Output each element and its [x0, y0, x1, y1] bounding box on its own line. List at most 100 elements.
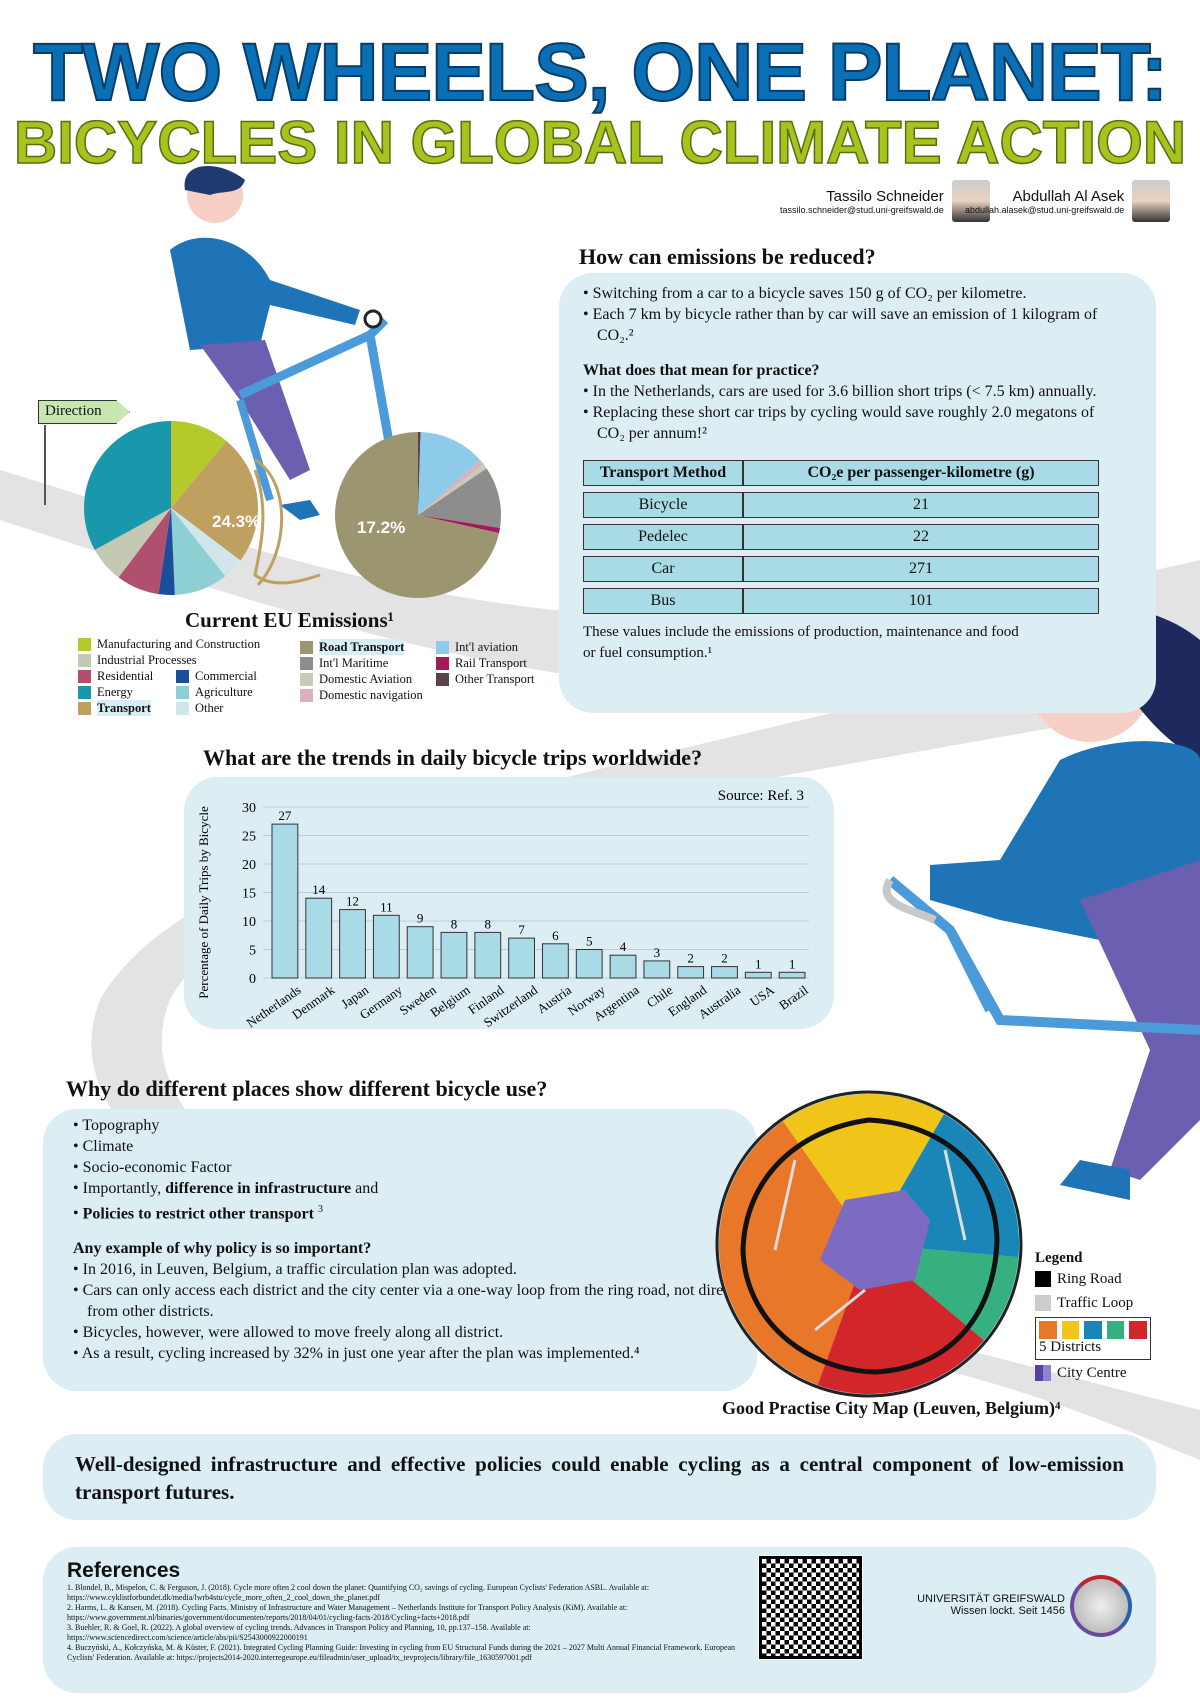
- left-pie-slice: [84, 421, 171, 550]
- table-row: Bus 101: [583, 588, 1099, 614]
- bar: [305, 897, 333, 979]
- bar: [339, 909, 366, 979]
- factor-item: Climate: [73, 1136, 737, 1157]
- districts-legend: 5 Districts: [1035, 1317, 1151, 1360]
- left-pie-slice: [171, 508, 241, 577]
- district-area: [719, 1121, 869, 1385]
- bar: [440, 931, 468, 979]
- reference-item: 1. Blondel, B., Mispelon, C. & Ferguson,…: [67, 1583, 650, 1602]
- university-name: UNIVERSITÄT GREIFSWALD: [917, 1593, 1065, 1605]
- legend-label: Manufacturing and Construction: [97, 637, 261, 651]
- chart-source: Source: Ref. 3: [718, 788, 804, 804]
- legend-label: Other Transport: [455, 672, 535, 686]
- eu-emissions-pies: 24.3% 17.2%: [84, 421, 501, 598]
- emission-fact: Each 7 km by bicycle rather than by car …: [583, 304, 1113, 346]
- transport-method: Bicycle: [583, 492, 743, 518]
- legend-item: Commercial: [176, 668, 257, 684]
- right-pie-slice: [418, 468, 501, 528]
- legend-swatch: [436, 672, 449, 686]
- bar-value-label: 1: [789, 956, 796, 971]
- left-pie-slice: [158, 508, 175, 595]
- factor-bold: difference in infrastructure: [165, 1180, 352, 1197]
- bar: [474, 931, 502, 979]
- legend-label: Residential: [97, 669, 154, 683]
- emissions-heading: How can emissions be reduced?: [579, 244, 876, 269]
- legend-row: Transport Other: [78, 700, 260, 716]
- legend-swatch: [176, 701, 189, 715]
- qr-code[interactable]: [758, 1555, 863, 1660]
- author-name: Tassilo Schneider: [826, 187, 944, 205]
- legend-swatch: [176, 685, 189, 699]
- eu-legend-transport: Road Transport Int'l Maritime Domestic Avi…: [300, 639, 423, 703]
- table-header: CO₂e per passenger-kilometre (g): [743, 460, 1099, 486]
- emissions-table: Transport Method CO₂e per passenger-kilom…: [583, 454, 1099, 620]
- factor-ref: 3: [317, 1204, 323, 1215]
- bar-value-label: 8: [485, 916, 492, 931]
- legend-item: Energy: [78, 684, 176, 700]
- left-pie-slice: [94, 508, 171, 578]
- author-email: abdullah.alasek@stud.uni-greifswald.de: [965, 204, 1125, 215]
- factor-item: Importantly, difference in infrastructur…: [73, 1178, 737, 1199]
- legend-swatch: [300, 656, 313, 670]
- bar-value-label: 14: [312, 882, 326, 897]
- right-pie-slice: [334, 432, 500, 598]
- bar: [372, 914, 400, 979]
- leuven-map: [715, 1090, 1023, 1398]
- cyclist-illustration-left: [170, 166, 415, 561]
- legend-label: Road Transport: [319, 639, 405, 655]
- author-name: Abdullah Al Asek: [1012, 187, 1125, 205]
- y-tick-label: 25: [242, 830, 256, 845]
- legend-item: Other: [176, 700, 223, 716]
- ring-road: [740, 1117, 1000, 1375]
- reference-item: 2. Harms, L. & Kansen, M. (2018). Cyclin…: [67, 1603, 628, 1622]
- legend-label: Commercial: [195, 669, 257, 683]
- bar-value-label: 12: [346, 894, 359, 909]
- title-line2: BICYCLES IN GLOBAL CLIMATE ACTION: [13, 108, 1187, 177]
- ring-road-swatch: [1035, 1271, 1051, 1287]
- legend-swatch: [176, 669, 189, 683]
- bar-value-label: 2: [721, 951, 728, 966]
- emission-fact: Switching from a car to a bicycle saves …: [583, 283, 1113, 304]
- emission-value: 101: [743, 588, 1099, 614]
- connector-arrow: [253, 469, 321, 585]
- district-swatch: [1129, 1321, 1147, 1339]
- city-centre: [820, 1190, 930, 1290]
- legend-swatch: [300, 672, 313, 686]
- bar: [711, 966, 738, 979]
- y-tick-label: 5: [249, 944, 256, 959]
- reference-item: 3. Buehler, R. & Goel, R. (2022). A glob…: [67, 1623, 531, 1642]
- bar-value-label: 1: [755, 956, 762, 971]
- example-item: As a result, cycling increased by 32% in…: [73, 1343, 753, 1364]
- right-pie-slice: [418, 432, 481, 515]
- university-seal: [1070, 1575, 1132, 1637]
- emissions-box: Switching from a car to a bicycle saves …: [559, 273, 1156, 713]
- legend-label: Energy: [97, 685, 133, 699]
- reference-item: 4. Buczyński, A., Kołczyńska, M. & Küste…: [67, 1643, 736, 1662]
- legend-item: Domestic Aviation: [300, 671, 423, 687]
- district-swatch: [1061, 1321, 1080, 1339]
- connector-bracket: [254, 458, 284, 587]
- legend-label: Agriculture: [195, 685, 253, 699]
- factor-text: and: [351, 1180, 379, 1197]
- legend-item: Residential: [78, 668, 176, 684]
- right-pie-slice: [418, 432, 421, 515]
- left-pie-slice: [171, 440, 258, 561]
- legend-item: Domestic navigation: [300, 687, 423, 703]
- emission-value: 22: [743, 524, 1099, 550]
- example-item: Bicycles, however, were allowed to move …: [73, 1322, 753, 1343]
- table-row: Bicycle 21: [583, 492, 1099, 518]
- city-centre-swatch: [1035, 1365, 1051, 1381]
- bar-value-label: 7: [518, 922, 525, 937]
- example-heading: Any example of why policy is so importan…: [73, 1240, 372, 1258]
- bar-value-label: 2: [687, 951, 694, 966]
- author-photo: [951, 180, 990, 222]
- eu-legend-transport-2: Int'l aviation Rail Transport Other Transp…: [436, 639, 535, 687]
- left-pie-slice: [171, 508, 226, 595]
- author-photo: [1132, 180, 1171, 222]
- legend-swatch: [78, 669, 91, 683]
- right-pie-slice: [418, 464, 487, 515]
- bar-value-label: 4: [620, 939, 627, 954]
- author-1: Tassilo Schneider tassilo.schneider@stud.…: [780, 180, 990, 222]
- x-tick-label: Brazil: [776, 982, 811, 1013]
